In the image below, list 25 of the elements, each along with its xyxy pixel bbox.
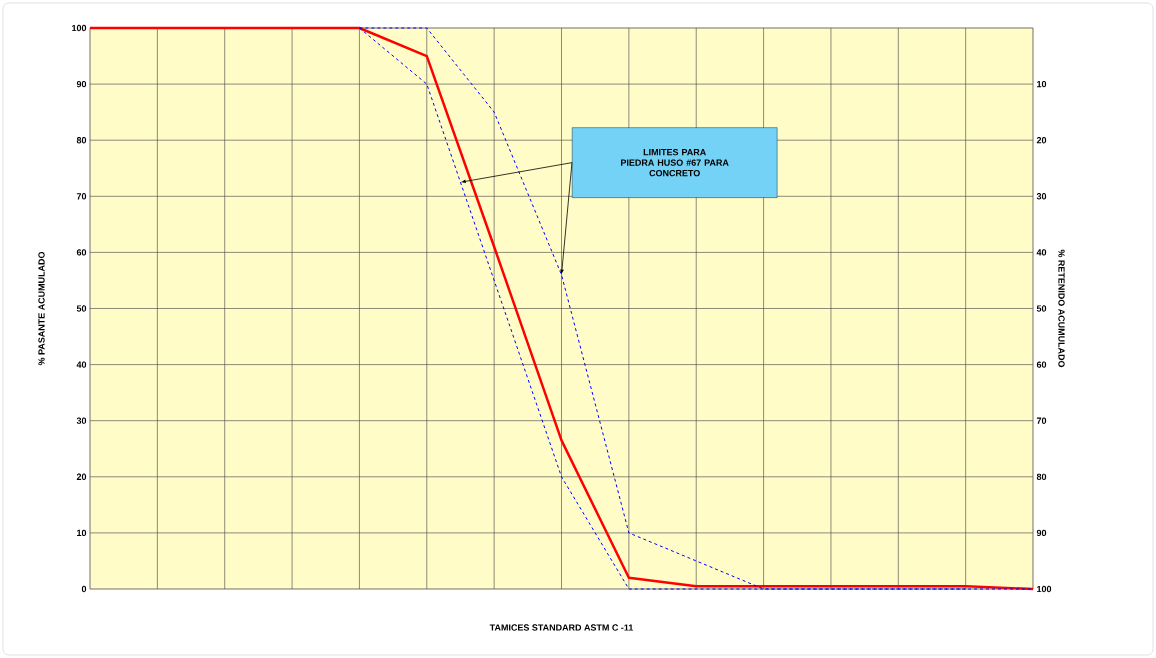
y-tick-label: 10	[77, 529, 87, 537]
y-tick-label: 0	[81, 585, 87, 593]
y2-tick-label: 80	[1036, 473, 1047, 480]
y2-tick-label: 10	[1037, 80, 1047, 88]
y-tick-label: 50	[76, 305, 87, 312]
y-axis-title: % PASANTE ACUMULADO	[38, 251, 45, 366]
y2-tick-label: 60	[1036, 361, 1047, 368]
annotation: LIMITES PARA PIEDRA HUSO #67 PARA CONCRETO	[621, 148, 729, 177]
y2-tick-label: 90	[1036, 529, 1047, 537]
y-tick-label: 80	[76, 137, 87, 144]
y-tick-label: 100	[72, 24, 87, 32]
y2-tick-label: 20	[1036, 137, 1047, 144]
y2-tick-label: 40	[1036, 249, 1047, 256]
y-tick-label: 30	[76, 417, 87, 424]
y2-tick-label: 30	[1036, 193, 1047, 200]
x-axis-title: TAMICES STANDARD ASTM C -11	[489, 624, 634, 631]
y2-tick-label: 70	[1036, 417, 1047, 424]
y2-tick-label: 50	[1036, 305, 1047, 312]
y2-tick-label: 100	[1037, 585, 1052, 593]
y-tick-label: 60	[76, 249, 87, 256]
y-tick-label: 90	[76, 80, 87, 88]
y-tick-label: 40	[76, 361, 87, 368]
y2-axis-title: % RETENIDO ACUMULADO	[1058, 249, 1065, 368]
y-tick-label: 20	[76, 473, 87, 480]
y-tick-label: 70	[76, 193, 87, 200]
